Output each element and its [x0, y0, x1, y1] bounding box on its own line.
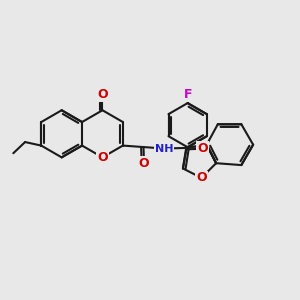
Text: O: O: [97, 151, 108, 164]
Text: O: O: [97, 88, 108, 101]
Text: O: O: [139, 157, 149, 170]
Text: F: F: [183, 88, 192, 101]
Text: NH: NH: [155, 143, 173, 154]
Text: O: O: [197, 142, 208, 155]
Text: O: O: [196, 171, 207, 184]
